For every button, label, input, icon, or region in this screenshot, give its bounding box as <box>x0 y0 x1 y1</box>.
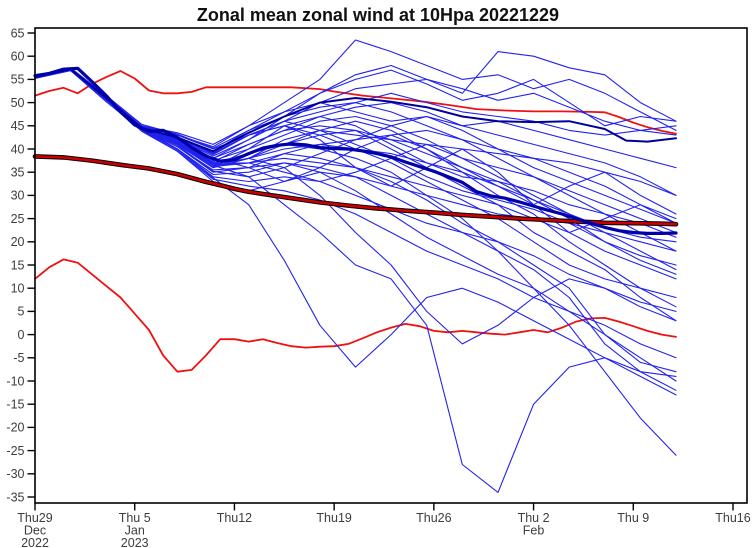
y-tick-label: -20 <box>6 421 24 435</box>
y-tick-label: 50 <box>11 96 25 110</box>
x-tick-label: Thu12 <box>217 511 252 525</box>
x-tick-label: Jan <box>125 524 145 538</box>
ensemble-member-line <box>34 68 677 308</box>
ensemble-member-line <box>34 68 677 456</box>
y-tick-label: -15 <box>6 398 24 412</box>
x-tick-label: Thu19 <box>316 511 351 525</box>
ensemble-member-line <box>34 39 677 145</box>
y-tick-label: -25 <box>6 444 24 458</box>
y-tick-label: 55 <box>11 73 25 87</box>
ensemble-member-line <box>34 67 677 149</box>
y-tick-label: 0 <box>18 328 25 342</box>
y-tick-label: -10 <box>6 374 24 388</box>
y-tick-label: 30 <box>11 189 25 203</box>
y-tick-label: -5 <box>13 351 24 365</box>
ensemble-member-line <box>34 68 677 299</box>
y-tick-label: 10 <box>11 282 25 296</box>
y-tick-label: 40 <box>11 142 25 156</box>
ensemble-member-line <box>34 68 677 224</box>
y-tick-label: 20 <box>11 235 25 249</box>
x-tick-label: Feb <box>523 524 545 538</box>
ensemble-member-line <box>34 68 677 271</box>
x-tick-label: 2023 <box>121 536 149 548</box>
x-tick-label: Thu 5 <box>119 511 151 525</box>
x-tick-label: Thu29 <box>17 511 52 525</box>
y-tick-label: 65 <box>11 26 25 40</box>
ensemble-member-line <box>34 68 677 493</box>
ensemble-member-line <box>34 67 677 280</box>
y-tick-label: -30 <box>6 467 24 481</box>
climate-mean-line <box>33 155 678 226</box>
x-tick-label: Thu26 <box>416 511 451 525</box>
x-tick-label: Thu 2 <box>518 511 550 525</box>
ensemble-member-lines <box>34 39 677 493</box>
chart-title: Zonal mean zonal wind at 10Hpa 20221229 <box>197 5 559 25</box>
y-tick-label: 35 <box>11 166 25 180</box>
x-tick-label: Dec <box>24 524 46 538</box>
y-tick-label: -35 <box>6 490 24 504</box>
y-tick-label: 5 <box>18 305 25 319</box>
ensemble-member-line <box>34 51 677 157</box>
axes-and-ticks: 65605550454035302520151050-5-10-15-20-25… <box>6 26 750 548</box>
climate-upper-line <box>34 70 677 135</box>
highlighted-forecast-lines <box>32 66 679 235</box>
ensemble-member-line <box>34 67 677 150</box>
x-tick-label: 2022 <box>21 536 49 548</box>
ensemble-mean-line <box>33 66 678 235</box>
control-forecast-line <box>34 68 677 153</box>
x-tick-label: Thu16 <box>715 511 750 525</box>
y-tick-label: 45 <box>11 119 25 133</box>
x-tick-label: Thu 9 <box>617 511 649 525</box>
y-tick-label: 15 <box>11 258 25 272</box>
y-tick-label: 60 <box>11 50 25 64</box>
ensemble-member-line <box>34 70 677 359</box>
y-tick-label: 25 <box>11 212 25 226</box>
ensemble-member-line <box>34 68 677 215</box>
